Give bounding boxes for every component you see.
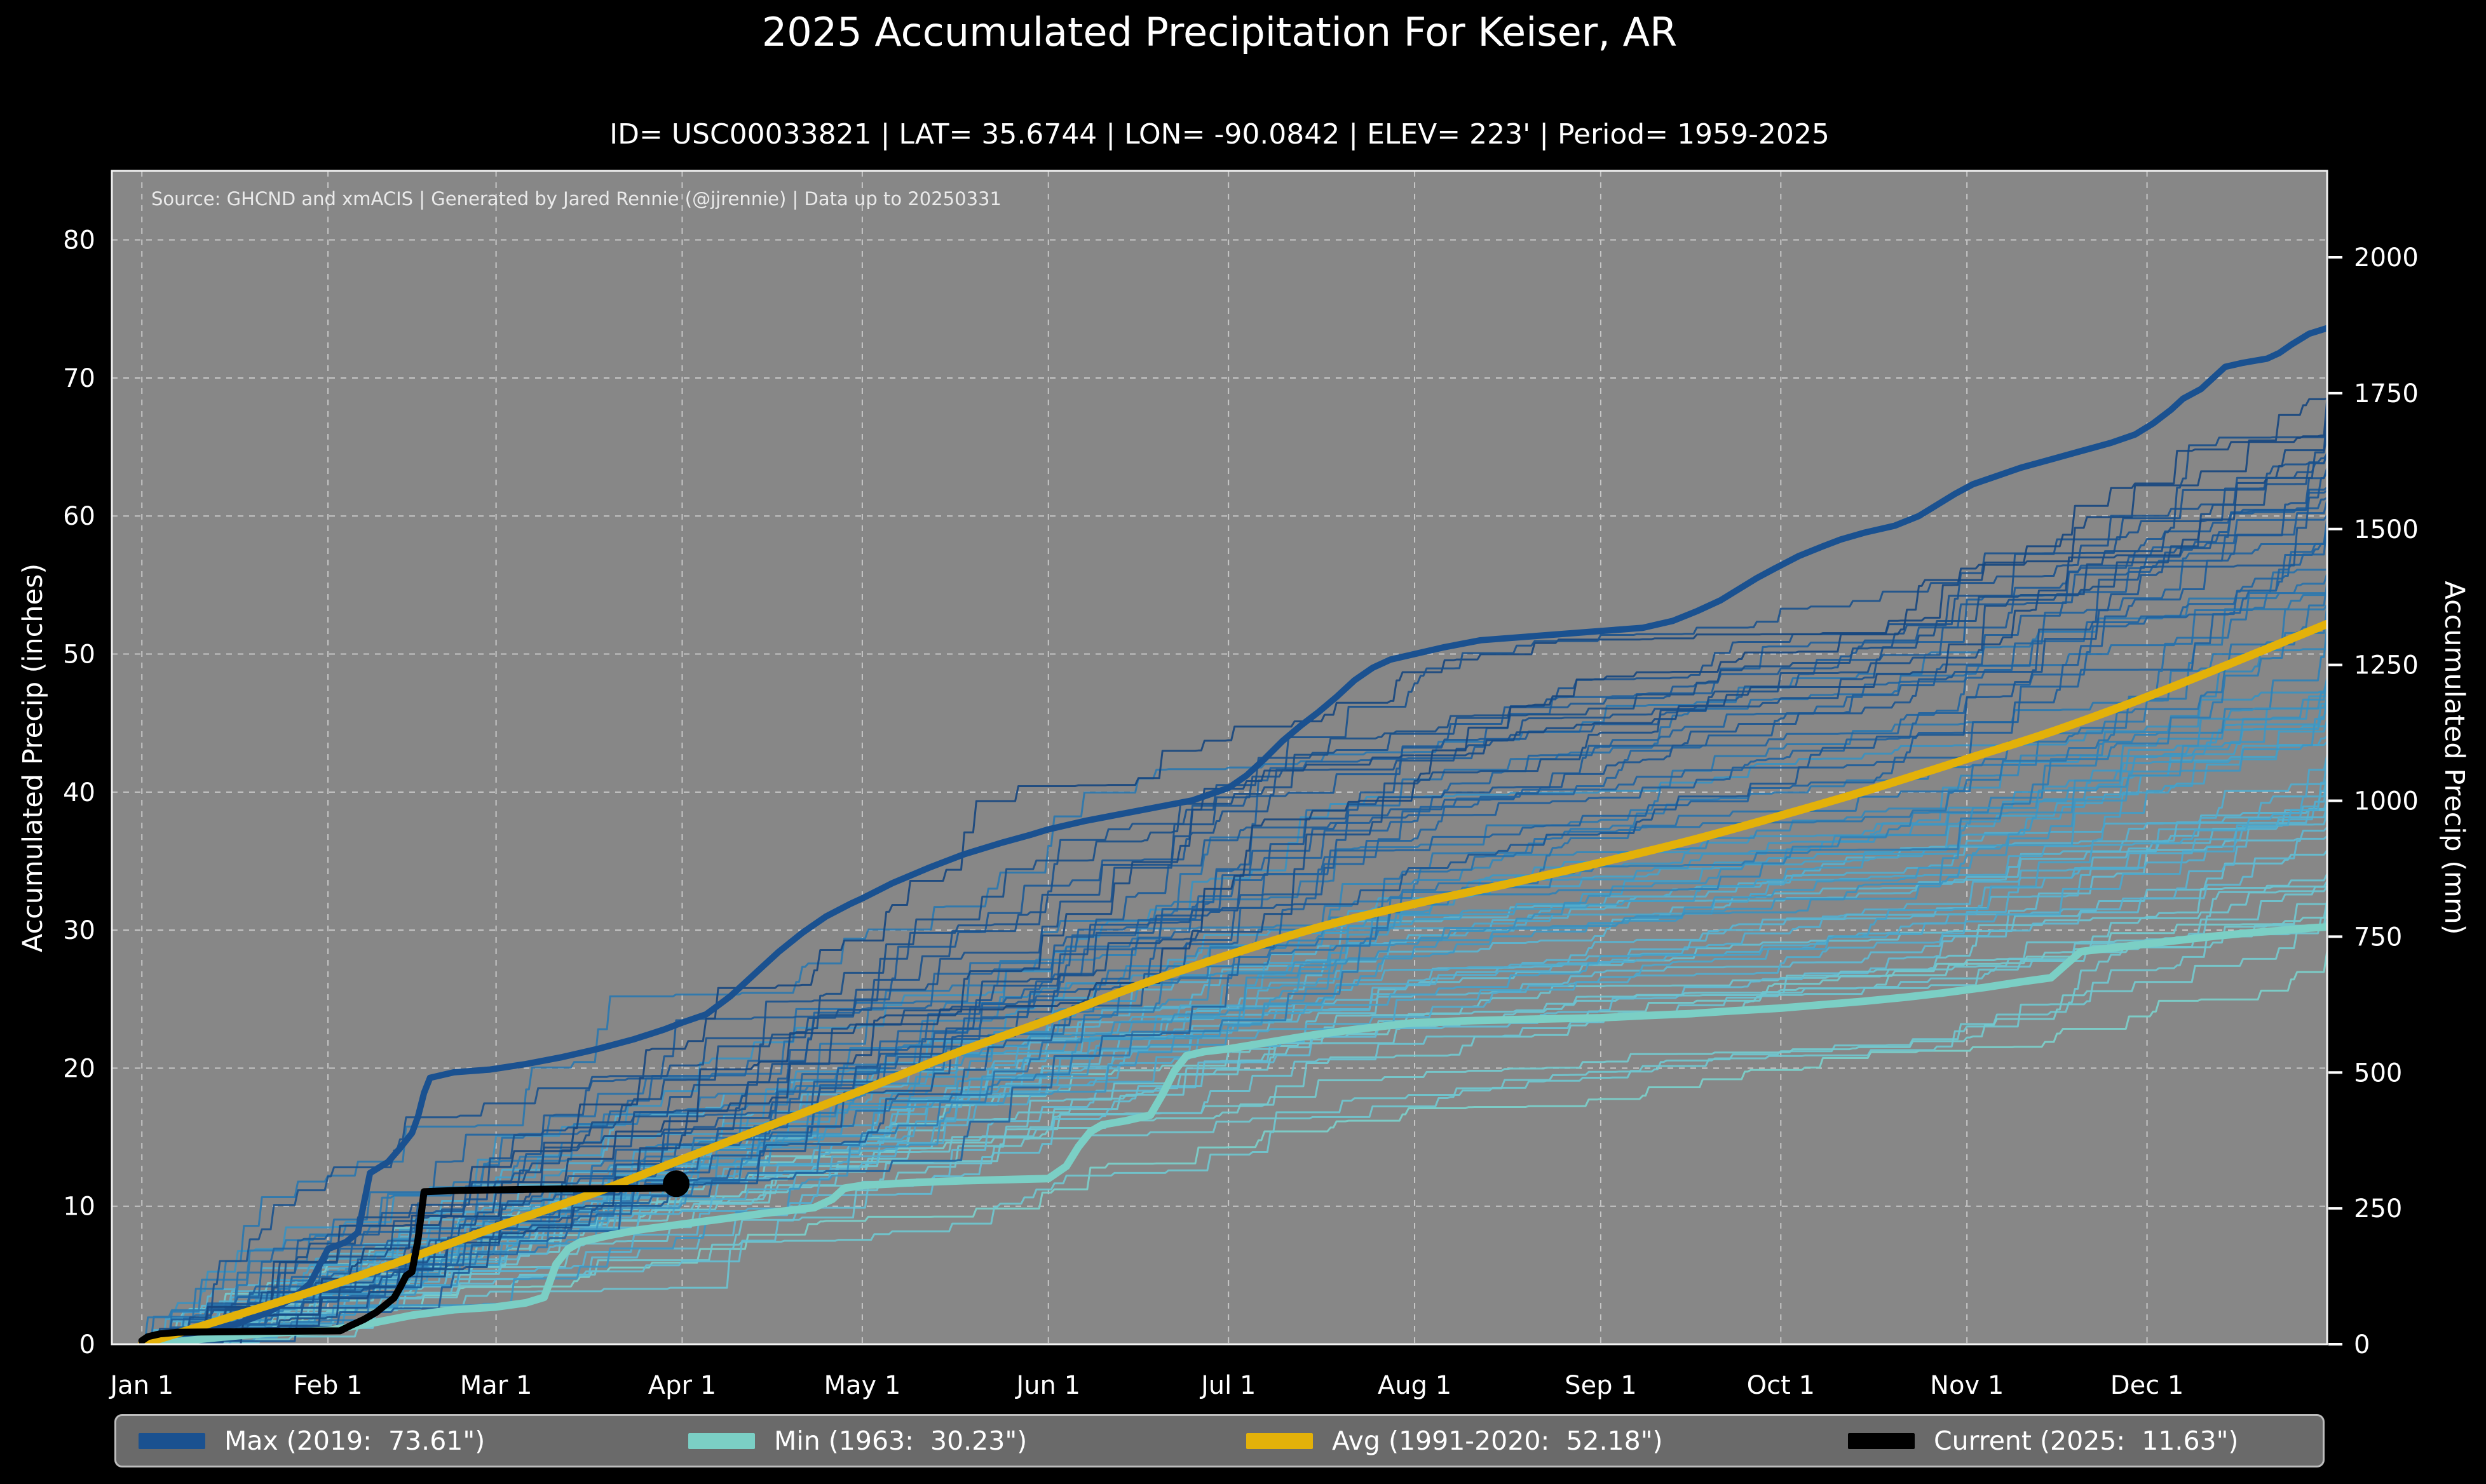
left-tick-label: 30: [63, 916, 95, 945]
year-trace: [142, 724, 2327, 1344]
avg-line-swatch: [1246, 1433, 1313, 1449]
year-trace: [142, 648, 2327, 1344]
x-tick-label: Mar 1: [460, 1371, 533, 1400]
year-trace: [142, 497, 2327, 1344]
left-tick-label: 10: [63, 1192, 95, 1222]
year-trace: [142, 735, 2327, 1344]
right-axis-label: Accumulated Precip (mm): [2438, 581, 2470, 935]
x-tick-label: Jun 1: [1014, 1371, 1080, 1400]
left-tick-label: 20: [63, 1054, 95, 1083]
legend: Max (2019: 73.61") Min (1963: 30.23") Av…: [114, 1414, 2325, 1467]
left-tick-label: 40: [63, 778, 95, 807]
legend-item-current: Current (2025: 11.63"): [1848, 1416, 2238, 1466]
year-trace: [142, 435, 2327, 1344]
series-max-2019-: [139, 325, 2327, 1344]
legend-label-min: Min (1963: 30.23"): [774, 1426, 1028, 1456]
left-tick-label: 60: [63, 502, 95, 531]
year-trace: [142, 413, 2327, 1344]
source-note: Source: GHCND and xmACIS | Generated by …: [151, 188, 1002, 210]
legend-item-avg: Avg (1991-2020: 52.18"): [1246, 1416, 1663, 1466]
year-trace: [142, 625, 2327, 1344]
plot-area: [112, 171, 2327, 1344]
year-trace: [142, 812, 2327, 1344]
year-trace: [142, 950, 2327, 1344]
right-tick-label: 1000: [2354, 787, 2419, 816]
series-current-2025-: [138, 1180, 680, 1344]
year-trace: [142, 880, 2327, 1344]
year-trace: [142, 398, 2327, 1344]
x-tick-label: Feb 1: [294, 1371, 363, 1400]
right-tick-label: 1500: [2354, 515, 2419, 544]
year-trace: [142, 695, 2327, 1344]
legend-item-max: Max (2019: 73.61"): [139, 1416, 485, 1466]
right-tick-label: 250: [2354, 1194, 2402, 1224]
legend-item-min: Min (1963: 30.23"): [688, 1416, 1027, 1466]
x-tick-label: Jul 1: [1199, 1371, 1256, 1400]
legend-label-avg: Avg (1991-2020: 52.18"): [1332, 1426, 1663, 1456]
x-tick-label: Sep 1: [1565, 1371, 1637, 1400]
station-subtitle: ID= USC00033821 | LAT= 35.6744 | LON= -9…: [609, 118, 1830, 151]
year-trace: [142, 470, 2327, 1344]
x-tick-label: Jan 1: [108, 1371, 173, 1400]
chart-title: 2025 Accumulated Precipitation For Keise…: [761, 9, 1678, 55]
year-trace: [142, 515, 2327, 1344]
max-line-swatch: [139, 1433, 205, 1449]
left-tick-label: 80: [63, 226, 95, 255]
year-trace: [142, 900, 2327, 1344]
year-trace: [142, 919, 2327, 1344]
current-line-swatch: [1848, 1433, 1915, 1449]
year-trace: [142, 702, 2327, 1344]
year-trace: [142, 582, 2327, 1344]
x-tick-label: Nov 1: [1930, 1371, 2004, 1400]
series-min-1963-: [138, 923, 2327, 1344]
x-tick-label: Dec 1: [2110, 1371, 2184, 1400]
year-trace: [142, 499, 2327, 1344]
x-tick-label: May 1: [824, 1371, 900, 1400]
x-tick-label: Apr 1: [648, 1371, 716, 1400]
right-tick-label: 2000: [2354, 243, 2419, 273]
main-series: [137, 325, 2327, 1344]
right-tick-label: 1250: [2354, 651, 2419, 680]
x-tick-label: Oct 1: [1747, 1371, 1815, 1400]
year-trace: [142, 755, 2327, 1344]
left-tick-label: 50: [63, 640, 95, 670]
year-trace: [142, 489, 2327, 1344]
series-avg-1991-2020-: [137, 619, 2327, 1344]
year-trace: [142, 523, 2327, 1344]
axes-spines: [111, 170, 2328, 1346]
year-trace: [142, 873, 2327, 1344]
left-tick-label: 0: [79, 1330, 95, 1359]
year-trace: [142, 704, 2327, 1344]
year-trace: [142, 398, 2327, 1344]
right-tick-label: 500: [2354, 1058, 2402, 1088]
x-tick-label: Aug 1: [1378, 1371, 1451, 1400]
left-axis-label: Accumulated Precip (inches): [17, 563, 49, 953]
current-endpoint-marker: [663, 1170, 690, 1197]
legend-label-current: Current (2025: 11.63"): [1934, 1426, 2239, 1456]
legend-label-max: Max (2019: 73.61"): [224, 1426, 486, 1456]
year-trace: [142, 569, 2327, 1344]
right-tick-label: 0: [2354, 1330, 2370, 1359]
right-tick-label: 750: [2354, 922, 2402, 952]
tick-labels: 0 10 20 30 40 50 60 70 80 0 250 500 750 1000 1250 1500 1…: [63, 226, 2419, 1400]
left-tick-label: 70: [63, 364, 95, 393]
right-tick-label: 1750: [2354, 379, 2419, 408]
min-line-swatch: [688, 1433, 755, 1449]
